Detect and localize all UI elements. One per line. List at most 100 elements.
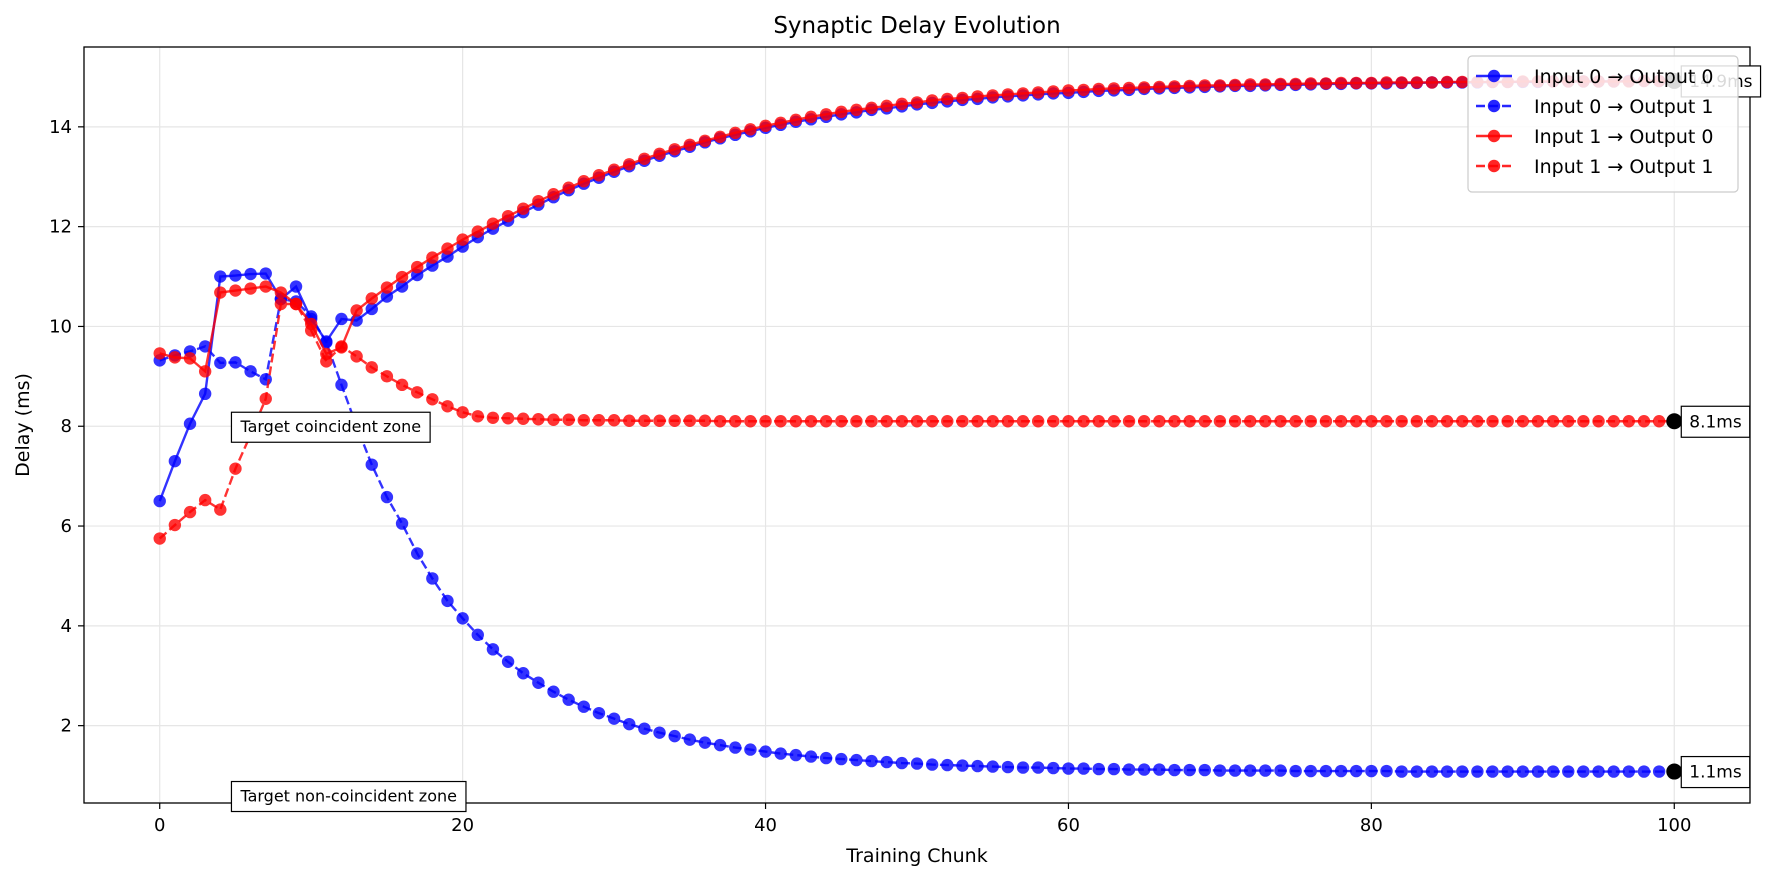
data-point	[1380, 764, 1393, 778]
data-point	[426, 393, 439, 406]
data-point	[395, 280, 409, 293]
data-point	[501, 412, 515, 425]
annotations-group: Target coincident zone Target non-coincid…	[230, 411, 467, 813]
data-point	[1350, 764, 1363, 778]
data-point	[819, 108, 833, 121]
data-point	[819, 415, 833, 428]
data-point	[804, 750, 818, 763]
data-point	[289, 280, 303, 293]
data-point	[744, 743, 757, 756]
data-point	[850, 415, 863, 428]
data-point	[592, 414, 606, 427]
data-point	[229, 269, 242, 282]
data-point	[395, 378, 409, 392]
data-point	[1289, 415, 1302, 428]
data-point	[350, 304, 363, 317]
data-point	[1122, 415, 1136, 428]
legend-item	[1476, 69, 1512, 83]
data-point	[925, 415, 939, 428]
legend-marker	[1487, 129, 1501, 143]
data-point	[1289, 77, 1302, 91]
x-tick-label: 100	[1657, 815, 1691, 836]
data-point	[1471, 415, 1484, 428]
data-point	[1244, 415, 1257, 428]
data-point	[1077, 415, 1090, 428]
data-point	[941, 415, 954, 428]
data-point	[910, 415, 924, 428]
data-point	[956, 759, 969, 772]
data-point	[1334, 415, 1348, 428]
data-point	[1228, 764, 1242, 777]
legend-label: Input 1 → Output 1	[1534, 156, 1713, 178]
data-point	[668, 143, 681, 156]
data-point	[562, 181, 575, 194]
data-point	[1516, 765, 1530, 778]
data-point	[895, 97, 909, 111]
data-point	[456, 233, 469, 246]
data-point	[335, 378, 348, 392]
data-point	[1062, 84, 1075, 97]
y-tick-label: 14	[49, 117, 72, 138]
data-point	[259, 392, 272, 406]
data-point	[1637, 765, 1651, 778]
data-point	[1592, 765, 1605, 778]
data-point	[1213, 415, 1227, 428]
data-point	[1304, 77, 1317, 90]
y-axis-label: Delay (ms)	[12, 373, 34, 477]
data-point	[1031, 86, 1045, 99]
data-point	[1456, 765, 1469, 778]
data-point	[1153, 763, 1166, 776]
data-point	[1259, 78, 1272, 91]
data-point	[547, 685, 560, 698]
data-point	[426, 251, 439, 264]
data-point	[1304, 415, 1317, 428]
data-point	[729, 415, 742, 428]
data-point	[1501, 765, 1514, 778]
data-point	[380, 281, 394, 294]
data-point	[607, 712, 621, 725]
data-point	[183, 352, 197, 365]
data-point	[214, 356, 227, 370]
data-point	[1228, 415, 1242, 428]
data-point	[1350, 415, 1363, 428]
data-point	[971, 415, 984, 428]
data-point	[1107, 415, 1121, 428]
legend-item	[1476, 159, 1512, 173]
data-point	[198, 493, 212, 507]
data-point	[547, 188, 560, 201]
legend-item	[1476, 129, 1512, 143]
x-tick-label: 20	[451, 815, 474, 836]
data-point	[1198, 763, 1211, 777]
data-point	[1516, 415, 1530, 428]
data-point	[653, 414, 666, 427]
data-point	[1016, 87, 1030, 100]
data-point	[1425, 765, 1439, 778]
data-point	[638, 414, 651, 427]
data-point	[532, 194, 545, 208]
data-point	[1501, 415, 1514, 428]
data-point	[289, 297, 303, 311]
data-point	[1107, 762, 1121, 776]
data-point	[759, 119, 772, 133]
data-point	[320, 355, 333, 368]
data-point	[1016, 415, 1030, 428]
data-point	[835, 415, 848, 428]
data-point	[804, 110, 818, 124]
data-point	[441, 594, 454, 608]
data-point	[1577, 415, 1590, 428]
chart-title: Synaptic Delay Evolution	[773, 13, 1060, 39]
data-point	[956, 415, 969, 428]
data-point	[1395, 765, 1408, 778]
data-point	[198, 387, 212, 401]
y-tick-label: 4	[61, 616, 72, 637]
data-point	[577, 700, 590, 713]
data-point	[168, 454, 182, 468]
data-point	[1440, 415, 1454, 428]
data-point	[380, 370, 394, 383]
data-point	[895, 415, 909, 428]
data-point	[592, 706, 606, 720]
data-point	[1607, 415, 1620, 428]
data-point	[471, 410, 484, 423]
endpoint-marker	[1666, 413, 1683, 430]
data-point	[153, 347, 166, 360]
